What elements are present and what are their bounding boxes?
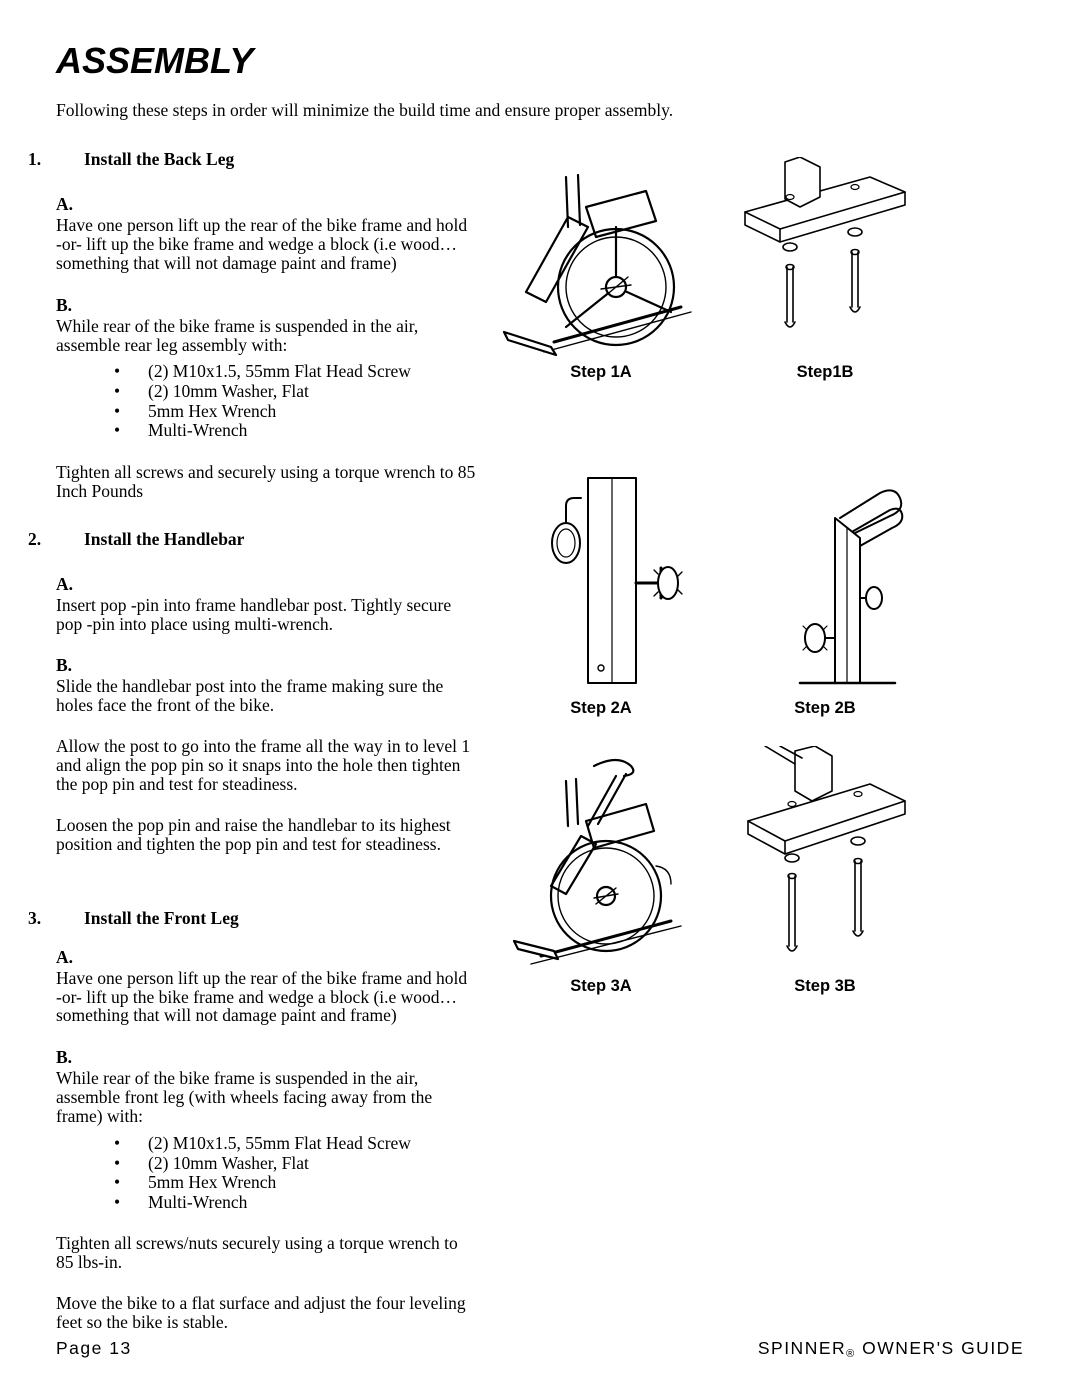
list-item: Multi-Wrench (114, 1193, 476, 1213)
step-3-after-2: Move the bike to a flat surface and adju… (56, 1294, 476, 1332)
figure-caption: Step 1A (570, 363, 631, 382)
leg-mount-diagram-icon (740, 157, 910, 357)
figure-3b: Step 3B (740, 746, 910, 996)
list-item: (2) 10mm Washer, Flat (114, 1154, 476, 1174)
page-title: ASSEMBLY (56, 40, 1024, 82)
step-2a-label: A. (56, 574, 476, 595)
front-leg-mount-diagram-icon (740, 746, 910, 971)
handlebar-post-diagram-icon (496, 468, 706, 693)
content-columns: 1.Install the Back Leg A. Have one perso… (56, 149, 1024, 1354)
bike-front-diagram-icon (496, 746, 706, 971)
step-2b-label: B. (56, 655, 476, 676)
figure-2a: Step 2A (496, 468, 706, 718)
figure-2b: Step 2B (740, 468, 910, 718)
list-item: 5mm Hex Wrench (114, 402, 476, 422)
handlebar-assembled-diagram-icon (740, 468, 910, 693)
page-footer: Page 13 SPINNER® OWNER'S GUIDE (56, 1338, 1024, 1359)
step-1-after: Tighten all screws and securely using a … (56, 463, 476, 501)
step-1a-text: Have one person lift up the rear of the … (56, 216, 476, 273)
step-3b-label: B. (56, 1047, 476, 1068)
step-1-parts-list: (2) M10x1.5, 55mm Flat Head Screw (2) 10… (114, 362, 476, 440)
list-item: (2) 10mm Washer, Flat (114, 382, 476, 402)
figure-1b: Step1B (740, 157, 910, 382)
step-1b-label: B. (56, 295, 476, 316)
step-3a-text: Have one person lift up the rear of the … (56, 969, 476, 1026)
list-item: Multi-Wrench (114, 421, 476, 441)
step-2b-text: Slide the handlebar post into the frame … (56, 677, 476, 715)
footer-page-number: Page 13 (56, 1338, 132, 1359)
step-1b-text: While rear of the bike frame is suspende… (56, 317, 476, 355)
figure-row-3: Step 3A (496, 746, 1024, 996)
text-column: 1.Install the Back Leg A. Have one perso… (56, 149, 496, 1354)
step-3-after-1: Tighten all screws/nuts securely using a… (56, 1234, 476, 1272)
bike-frame-diagram-icon (496, 157, 706, 357)
intro-paragraph: Following these steps in order will mini… (56, 100, 1024, 121)
step-3-title: 3.Install the Front Leg (84, 908, 476, 929)
step-2-extra-2: Loosen the pop pin and raise the handleb… (56, 816, 476, 854)
list-item: (2) M10x1.5, 55mm Flat Head Screw (114, 1134, 476, 1154)
figure-caption: Step 2B (794, 699, 855, 718)
figure-column: Step 1A (496, 149, 1024, 1354)
step-2-extra-1: Allow the post to go into the frame all … (56, 737, 476, 794)
step-3-parts-list: (2) M10x1.5, 55mm Flat Head Screw (2) 10… (114, 1134, 476, 1212)
footer-guide-title: SPINNER® OWNER'S GUIDE (758, 1338, 1024, 1359)
list-item: (2) M10x1.5, 55mm Flat Head Screw (114, 362, 476, 382)
figure-caption: Step 3B (794, 977, 855, 996)
figure-caption: Step 2A (570, 699, 631, 718)
list-item: 5mm Hex Wrench (114, 1173, 476, 1193)
figure-row-2: Step 2A (496, 468, 1024, 718)
step-1a-label: A. (56, 194, 476, 215)
figure-caption: Step1B (797, 363, 854, 382)
step-1-title: 1.Install the Back Leg (84, 149, 476, 170)
step-2a-text: Insert pop -pin into frame handlebar pos… (56, 596, 476, 634)
step-3a-label: A. (56, 947, 476, 968)
figure-1a: Step 1A (496, 157, 706, 382)
figure-caption: Step 3A (570, 977, 631, 996)
step-2-title: 2.Install the Handlebar (84, 529, 476, 550)
step-3b-text: While rear of the bike frame is suspende… (56, 1069, 476, 1126)
figure-3a: Step 3A (496, 746, 706, 996)
figure-row-1: Step 1A (496, 157, 1024, 382)
